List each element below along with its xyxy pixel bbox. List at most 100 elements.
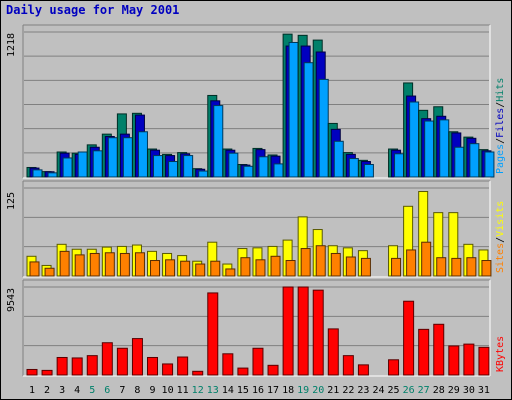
bar-pages-day-9 xyxy=(153,155,164,178)
bar-pages-day-26 xyxy=(409,101,420,178)
day-label-29: 29 xyxy=(448,385,460,396)
bar-sites-day-17 xyxy=(270,255,281,277)
bar-sites-day-26 xyxy=(406,249,417,277)
bar-pages-day-21 xyxy=(333,140,344,178)
bar-sites-day-4 xyxy=(74,254,85,277)
day-label-7: 7 xyxy=(119,385,125,396)
bar-kbytes-day-30 xyxy=(463,343,475,376)
bar-kbytes-day-21 xyxy=(327,328,339,376)
legend: Sites/Visits xyxy=(495,201,506,273)
bar-pages-day-23 xyxy=(363,164,374,178)
bar-sites-day-22 xyxy=(345,256,356,277)
day-label-17: 17 xyxy=(267,385,279,396)
bar-sites-day-28 xyxy=(436,257,447,277)
bar-kbytes-day-22 xyxy=(342,355,354,376)
day-label-14: 14 xyxy=(222,385,234,396)
bar-kbytes-day-12 xyxy=(192,370,204,376)
bar-sites-day-11 xyxy=(180,260,191,277)
bar-sites-day-7 xyxy=(119,252,130,277)
day-label-13: 13 xyxy=(207,385,219,396)
bar-pages-day-13 xyxy=(213,105,224,178)
day-label-18: 18 xyxy=(282,385,294,396)
bar-kbytes-day-10 xyxy=(162,363,174,376)
legend: Pages/Files/Hits xyxy=(495,78,506,174)
day-label-15: 15 xyxy=(237,385,249,396)
bar-pages-day-19 xyxy=(303,62,314,178)
bar-sites-day-9 xyxy=(150,260,161,277)
day-label-8: 8 xyxy=(134,385,140,396)
day-label-9: 9 xyxy=(150,385,156,396)
day-label-30: 30 xyxy=(463,385,475,396)
bar-sites-day-5 xyxy=(89,252,100,277)
bar-kbytes-day-6 xyxy=(101,342,113,376)
day-label-1: 1 xyxy=(29,385,35,396)
bar-kbytes-day-3 xyxy=(56,356,68,376)
day-label-16: 16 xyxy=(252,385,264,396)
bar-sites-day-1 xyxy=(29,261,40,277)
legend-entry: Files xyxy=(495,108,506,138)
bar-sites-day-15 xyxy=(240,257,251,277)
legend-entry: / xyxy=(495,102,506,108)
bar-pages-day-1 xyxy=(32,169,43,178)
legend-entry: / xyxy=(495,138,506,144)
day-label-4: 4 xyxy=(74,385,80,396)
bar-sites-day-27 xyxy=(421,241,432,277)
bar-pages-day-7 xyxy=(122,137,133,178)
bar-sites-day-13 xyxy=(210,260,221,277)
bar-kbytes-day-17 xyxy=(267,364,279,376)
bar-kbytes-day-23 xyxy=(357,364,369,376)
bar-kbytes-day-18 xyxy=(282,286,294,376)
bar-kbytes-day-7 xyxy=(116,347,128,376)
bar-sites-day-19 xyxy=(300,248,311,277)
bar-kbytes-day-9 xyxy=(147,356,159,376)
bar-pages-day-25 xyxy=(394,153,405,178)
day-label-19: 19 xyxy=(297,385,309,396)
legend-entry: / xyxy=(495,237,506,243)
legend-entry: Sites xyxy=(495,243,506,273)
legend-entry: Hits xyxy=(495,78,506,102)
bar-pages-day-17 xyxy=(273,163,284,178)
bar-kbytes-day-31 xyxy=(478,346,490,376)
bar-kbytes-day-20 xyxy=(312,289,324,376)
legend-entry: Pages xyxy=(495,144,506,174)
day-label-6: 6 xyxy=(104,385,110,396)
bar-sites-day-16 xyxy=(255,259,266,277)
y-max-label: 125 xyxy=(6,192,17,210)
bar-kbytes-day-5 xyxy=(86,355,98,376)
bar-pages-day-14 xyxy=(228,152,239,178)
bar-sites-day-6 xyxy=(104,252,115,277)
bar-sites-day-14 xyxy=(225,268,236,277)
bar-kbytes-day-11 xyxy=(177,356,189,376)
bar-kbytes-day-1 xyxy=(26,368,38,376)
bar-kbytes-day-8 xyxy=(131,338,143,376)
bar-kbytes-day-25 xyxy=(388,359,400,376)
bar-sites-day-25 xyxy=(391,257,402,277)
bar-kbytes-day-15 xyxy=(237,367,249,376)
day-label-10: 10 xyxy=(162,385,174,396)
bar-pages-day-12 xyxy=(198,170,209,178)
legend: KBytes xyxy=(495,336,506,372)
day-label-12: 12 xyxy=(192,385,204,396)
day-label-25: 25 xyxy=(388,385,400,396)
bar-sites-day-21 xyxy=(330,252,341,277)
bar-pages-day-18 xyxy=(288,41,299,178)
bar-kbytes-day-16 xyxy=(252,347,264,376)
day-label-23: 23 xyxy=(357,385,369,396)
bar-kbytes-day-29 xyxy=(448,345,460,376)
bar-pages-day-31 xyxy=(484,151,495,178)
bar-kbytes-day-27 xyxy=(418,328,430,376)
bar-pages-day-28 xyxy=(439,119,450,178)
bar-kbytes-day-4 xyxy=(71,357,83,376)
day-label-2: 2 xyxy=(44,385,50,396)
bar-sites-day-12 xyxy=(195,263,206,277)
day-label-24: 24 xyxy=(372,385,384,396)
y-max-label: 9543 xyxy=(6,288,17,312)
bar-sites-day-2 xyxy=(44,267,55,277)
legend-entry: KBytes xyxy=(495,336,506,372)
bar-pages-day-5 xyxy=(92,150,103,178)
y-max-label: 1218 xyxy=(6,33,17,57)
bar-pages-day-3 xyxy=(62,157,73,178)
day-label-3: 3 xyxy=(59,385,65,396)
bar-pages-day-29 xyxy=(454,146,465,178)
bar-kbytes-day-26 xyxy=(403,300,415,376)
